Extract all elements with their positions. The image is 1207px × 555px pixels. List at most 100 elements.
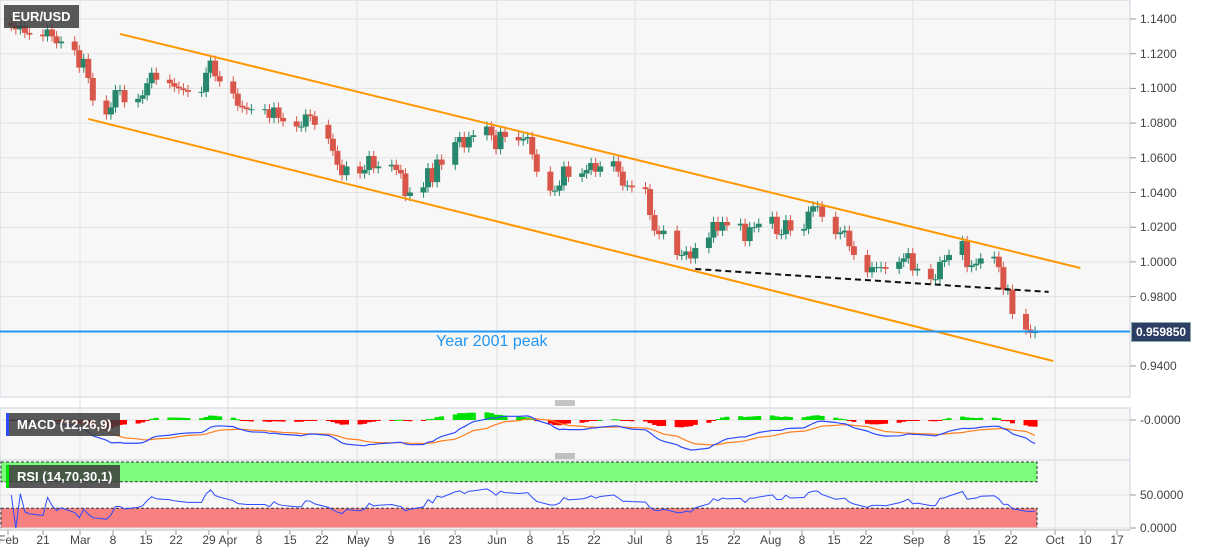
macd-histogram-bar (991, 417, 997, 420)
macd-line (11, 415, 1036, 451)
candle (864, 249, 871, 278)
candle (243, 102, 250, 115)
macd-histogram-bar (421, 420, 427, 421)
x-tick-label: 15 (827, 533, 841, 547)
candle (325, 119, 332, 144)
candle-body (117, 90, 124, 92)
macd-panel (0, 407, 1131, 465)
candle (814, 201, 821, 212)
candle (905, 248, 912, 264)
x-tick-label: 22 (727, 533, 741, 547)
macd-histogram-bar (407, 420, 413, 422)
candle-body (905, 253, 912, 259)
candle (302, 109, 309, 132)
candle (551, 185, 558, 196)
candle (121, 84, 128, 108)
macd-histogram-bar (547, 420, 553, 424)
candle (1009, 284, 1016, 320)
macd-histogram-bar (624, 420, 630, 421)
candle (520, 133, 527, 146)
macd-histogram-bar (910, 420, 916, 421)
candle (212, 55, 219, 82)
candle-body (837, 232, 844, 235)
candle (782, 215, 789, 240)
candle-body (456, 136, 463, 143)
macd-histogram-bar (778, 416, 784, 420)
macd-histogram-bar (1032, 420, 1038, 427)
candle-body (44, 29, 51, 37)
macd-histogram-bar (878, 420, 884, 425)
rsi-y-label: 50.0000 (1140, 488, 1184, 502)
candle-body (402, 173, 409, 196)
candle-body (271, 107, 278, 118)
candle-body (483, 126, 490, 136)
macd-label: MACD (12,26,9) (6, 413, 120, 436)
macd-histogram-bar (461, 413, 467, 420)
macd-histogram-bar (837, 418, 843, 420)
candle (837, 227, 844, 240)
x-tick-label: 8 (255, 533, 263, 547)
macd-histogram-bar (457, 413, 463, 420)
candle (148, 67, 155, 89)
candle (103, 95, 110, 120)
x-tick-label: 8 (109, 533, 117, 547)
candle-body (868, 267, 875, 273)
macd-histogram-bar (402, 420, 408, 421)
y-tick-label: 1.1000 (1140, 81, 1177, 96)
macd-histogram-bar (362, 420, 368, 424)
macd-histogram-bar (842, 419, 848, 421)
candle (483, 121, 490, 141)
candle-body (216, 76, 223, 82)
candle (497, 126, 504, 155)
candle-body (941, 260, 948, 262)
macd-histogram-bar (185, 418, 191, 420)
candle-body (298, 126, 305, 128)
macd-histogram-bar (217, 416, 223, 420)
candle (248, 104, 255, 115)
candle-body (977, 258, 984, 264)
candle (556, 180, 563, 196)
candle-body (49, 29, 56, 37)
candle-body (243, 107, 250, 110)
macd-histogram-bar (244, 420, 250, 422)
candle-body (991, 256, 998, 259)
y-tick-label: 1.1200 (1140, 46, 1177, 61)
candle (465, 131, 472, 153)
candle (261, 104, 268, 115)
candle-body (452, 142, 459, 165)
candle (434, 154, 441, 188)
macd-histogram-bar (815, 415, 821, 420)
macd-histogram-bar (466, 412, 472, 420)
candle-body (724, 221, 731, 226)
candle-body (787, 220, 794, 231)
candle-body (814, 206, 821, 208)
candle (1000, 261, 1007, 295)
macd-histogram-bar (751, 416, 757, 420)
rsi-overbought-zone (0, 461, 1038, 483)
macd-histogram-bar (267, 420, 272, 422)
candle (619, 166, 626, 191)
candle-body (714, 221, 721, 231)
candle (438, 154, 445, 170)
candle (175, 81, 182, 94)
candle-body (597, 166, 604, 172)
macd-histogram-bar (140, 420, 146, 423)
candle-body (551, 190, 558, 192)
candle (927, 263, 934, 285)
candle (144, 77, 151, 101)
candle (882, 261, 889, 275)
macd-histogram-bar (801, 417, 807, 420)
candle-body (565, 166, 572, 177)
candle-body (470, 135, 477, 137)
macd-histogram-bar (973, 418, 979, 420)
macd-histogram-bar (122, 420, 128, 425)
candle (900, 253, 907, 268)
candle-body (810, 206, 817, 212)
candle (461, 131, 468, 153)
candle (311, 110, 318, 131)
candle (420, 182, 427, 198)
candle (705, 232, 712, 254)
x-tick-label: 8 (526, 533, 534, 547)
candle-body (692, 248, 699, 259)
